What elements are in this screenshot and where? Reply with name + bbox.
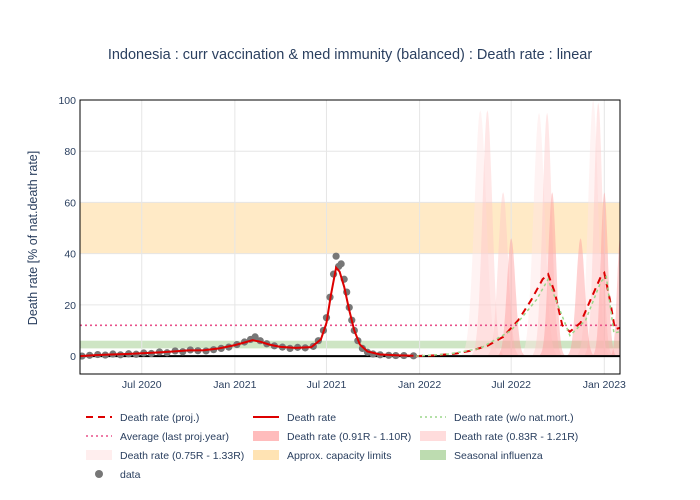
- y-tick-label: 40: [64, 249, 76, 261]
- legend-swatch: [86, 450, 112, 460]
- data-point: [409, 352, 418, 360]
- projection-band-peak: [521, 112, 557, 357]
- legend-item: data: [95, 469, 141, 481]
- legend-label: Approx. capacity limits: [287, 450, 391, 462]
- projection-band-peak: [567, 238, 594, 357]
- plot-series: [80, 100, 620, 360]
- legend-label: Death rate (0.75R - 1.33R): [120, 450, 244, 462]
- legend-swatch: [253, 450, 279, 460]
- x-tick-label: Jul 2022: [491, 379, 531, 391]
- chart-title: Indonesia : curr vaccination & med immun…: [108, 47, 593, 63]
- legend-label: Death rate (0.83R - 1.21R): [454, 431, 578, 443]
- projection-band-peak: [610, 238, 620, 357]
- projection-band-peak: [487, 192, 519, 357]
- legend-label: Death rate (0.91R - 1.10R): [287, 431, 411, 443]
- data-point: [251, 333, 259, 341]
- legend-label: Seasonal influenza: [454, 450, 543, 462]
- y-tick-label: 60: [64, 197, 76, 209]
- projection-band-peak: [472, 110, 503, 357]
- x-tick-label: Jul 2021: [307, 379, 347, 391]
- projection-band-peak: [540, 192, 565, 357]
- x-tick-label: Jan 2022: [398, 379, 441, 391]
- y-tick-label: 100: [58, 95, 76, 107]
- line-death-rate-wo-nat-mort: [415, 275, 620, 357]
- line-death-rate: [80, 265, 414, 358]
- line-death-rate-proj: [415, 270, 620, 358]
- y-tick-label: 20: [64, 300, 76, 312]
- y-axis-title: Death rate [% of nat.death rate]: [26, 151, 40, 325]
- projection-band-peak: [498, 238, 525, 357]
- legend-item: Death rate (0.91R - 1.10R): [253, 431, 411, 443]
- legend-item: Death rate (proj.): [86, 412, 199, 424]
- legend-label: Average (last proj.year): [120, 431, 229, 443]
- legend-swatch: [420, 450, 446, 460]
- legend-item: Death rate (w/o nat.mort.): [420, 412, 574, 424]
- data-point: [337, 260, 345, 268]
- legend-item: Average (last proj.year): [86, 431, 229, 443]
- data-point: [358, 344, 366, 352]
- legend-item: Death rate (0.83R - 1.21R): [420, 431, 578, 443]
- x-tick-label: Jul 2020: [122, 379, 162, 391]
- y-tick-label: 80: [64, 146, 76, 158]
- legend-item: Approx. capacity limits: [253, 450, 391, 462]
- legend: Death rate (proj.) Death rate Death rate (…: [86, 412, 578, 481]
- projection-band-peak: [585, 102, 612, 357]
- legend-label: Death rate: [287, 412, 336, 424]
- legend-label: data: [120, 469, 141, 481]
- legend-swatch: [95, 470, 103, 478]
- legend-item: Death rate (0.75R - 1.33R): [86, 450, 244, 462]
- band-approx-capacity-limits: [80, 202, 620, 254]
- plot-frame: [79, 99, 621, 375]
- legend-item: Seasonal influenza: [420, 450, 543, 462]
- legend-item: Death rate: [253, 412, 336, 424]
- legend-label: Death rate (proj.): [120, 412, 199, 424]
- data-point: [332, 252, 340, 260]
- y-tick-label: 0: [70, 351, 76, 363]
- x-tick-label: Jan 2021: [213, 379, 256, 391]
- projection-band-peak: [578, 100, 609, 357]
- legend-label: Death rate (w/o nat.mort.): [454, 412, 574, 424]
- legend-swatch: [420, 431, 446, 441]
- plot-area: 0 20 40 60 80 100 Jul 2020 Jan 2021 Jul 2021 Jan …: [58, 95, 626, 391]
- band-seasonal-influenza: [80, 340, 620, 349]
- x-tick-label: Jan 2023: [583, 379, 626, 391]
- projection-band-peak: [462, 110, 499, 357]
- legend-swatch: [253, 431, 279, 441]
